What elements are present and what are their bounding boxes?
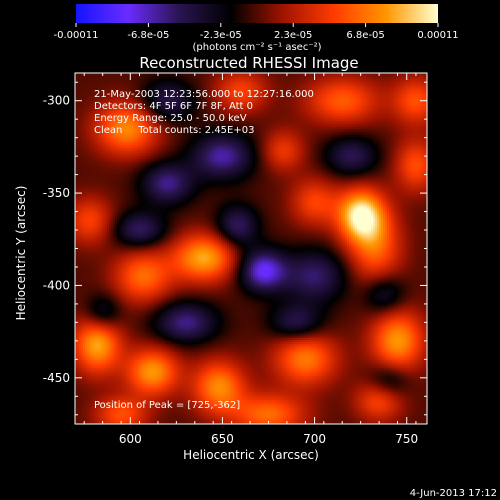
colorbar-tick-label: -6.8e-05	[127, 30, 169, 41]
plot-area: 600 650 700 750 -300 -350 -400 -450	[43, 72, 428, 446]
y-tick-label: -400	[43, 278, 70, 292]
x-tick-label: 650	[211, 432, 234, 446]
annotation-clean: Clean Total counts: 2.45E+03	[94, 125, 254, 136]
x-tick-label: 750	[395, 432, 418, 446]
y-tick-label: -300	[43, 94, 70, 108]
axis-ticks: 600 650 700 750 -300 -350 -400 -450	[43, 73, 427, 446]
x-tick-label: 600	[119, 432, 142, 446]
peak-position-label: Position of Peak = [725,-362]	[94, 400, 240, 411]
x-tick-label: 700	[303, 432, 326, 446]
y-tick-label: -350	[43, 186, 70, 200]
colorbar-label: (photons cm⁻² s⁻¹ asec⁻²)	[192, 42, 321, 53]
colorbar-tick-label: 0.00011	[417, 30, 458, 41]
y-axis-label: Heliocentric Y (arcsec)	[14, 186, 28, 321]
annotation-time: 21-May-2003 12:23:56.000 to 12:27:16.000	[94, 89, 314, 100]
colorbar-tick-label: -2.3e-05	[200, 30, 242, 41]
colorbar-tick-label: -0.00011	[54, 30, 99, 41]
colorbar-tick-label: 2.3e-05	[274, 30, 312, 41]
colorbar: -0.00011 -6.8e-05 -2.3e-05 2.3e-05 6.8e-05 0.…	[54, 4, 459, 53]
heatmap-image	[75, 73, 427, 424]
timestamp: 4-Jun-2013 17:12	[410, 488, 497, 499]
colorbar-tick-label: 6.8e-05	[346, 30, 384, 41]
y-tick-label: -450	[43, 371, 70, 385]
colorbar-ticks: -0.00011 -6.8e-05 -2.3e-05 2.3e-05 6.8e-05 0.…	[54, 23, 459, 41]
chart-title: Reconstructed RHESSI Image	[139, 54, 358, 72]
colorbar-gradient	[76, 4, 438, 23]
annotation-detectors: Detectors: 4F 5F 6F 7F 8F, Att 0	[94, 101, 253, 112]
x-axis-label: Heliocentric X (arcsec)	[183, 448, 319, 462]
annotation-energy: Energy Range: 25.0 - 50.0 keV	[94, 113, 247, 124]
